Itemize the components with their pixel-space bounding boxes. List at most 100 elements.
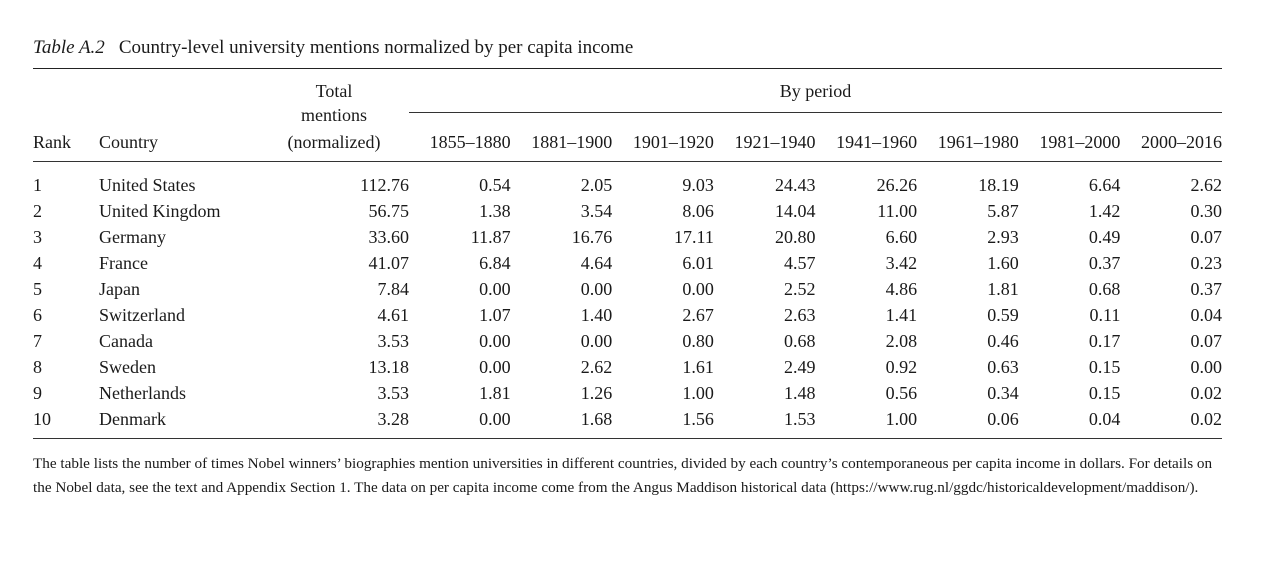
table-figure: Table A.2 Country-level university mentio… <box>33 36 1222 500</box>
header-rank: Rank <box>33 127 99 162</box>
country-cell: Netherlands <box>99 383 186 403</box>
period-cell: 0.56 <box>885 383 918 403</box>
table-row: 5 Japan 7.84 0.00 0.00 0.00 2.52 4.86 1.… <box>33 276 1222 302</box>
period-cell: 1.38 <box>479 201 511 221</box>
country-cell: Denmark <box>99 406 259 439</box>
period-cell: 1.53 <box>713 406 816 439</box>
table-title: Country-level university mentions normal… <box>118 37 634 58</box>
period-cell: 0.54 <box>479 175 511 195</box>
period-cell: 0.00 <box>479 331 511 351</box>
table-row: 3 Germany 33.60 11.87 16.76 17.11 20.80 … <box>33 224 1222 250</box>
total-cell: 41.07 <box>368 253 410 273</box>
table-row: 10 Denmark 3.28 0.00 1.68 1.56 1.53 1.00… <box>33 406 1222 439</box>
rank-cell: 4 <box>33 253 42 273</box>
period-cell: 0.92 <box>885 357 918 377</box>
header-period: 1921–1940 <box>713 127 816 162</box>
total-cell: 3.53 <box>377 383 410 403</box>
period-cell: 0.80 <box>682 331 714 351</box>
period-cell: 1.42 <box>1088 201 1121 221</box>
period-cell: 0.46 <box>987 331 1019 351</box>
header-period: 1881–1900 <box>510 127 613 162</box>
period-cell: 3.54 <box>580 201 613 221</box>
total-cell: 33.60 <box>368 227 410 247</box>
period-cell: 1.26 <box>580 383 613 403</box>
period-cell: 1.00 <box>682 383 714 403</box>
country-cell: Sweden <box>99 357 156 377</box>
header-period: 1901–1920 <box>612 127 714 162</box>
period-cell: 0.00 <box>580 279 613 299</box>
period-cell: 2.62 <box>1190 175 1223 195</box>
period-cell: 0.00 <box>1190 357 1223 377</box>
country-cell: United States <box>99 175 196 195</box>
period-cell: 0.23 <box>1190 253 1223 273</box>
period-cell: 0.00 <box>479 357 511 377</box>
rank-cell: 1 <box>33 175 42 195</box>
table-row: 1 United States 112.76 0.54 2.05 9.03 24… <box>33 162 1222 199</box>
rank-cell: 2 <box>33 201 42 221</box>
period-cell: 0.00 <box>479 279 511 299</box>
period-cell: 14.04 <box>775 201 816 221</box>
period-cell: 8.06 <box>682 201 714 221</box>
header-period: 1941–1960 <box>815 127 918 162</box>
country-cell: France <box>99 253 148 273</box>
rank-cell: 8 <box>33 357 42 377</box>
table-row: 9 Netherlands 3.53 1.81 1.26 1.00 1.48 0… <box>33 380 1222 406</box>
table-row: 2 United Kingdom 56.75 1.38 3.54 8.06 14… <box>33 198 1222 224</box>
table-body: 1 United States 112.76 0.54 2.05 9.03 24… <box>33 162 1222 439</box>
period-cell: 1.48 <box>784 383 816 403</box>
period-cell: 9.03 <box>682 175 714 195</box>
total-cell: 3.28 <box>259 406 409 439</box>
period-cell: 1.40 <box>580 305 613 325</box>
country-cell: Japan <box>99 279 140 299</box>
period-cell: 1.41 <box>885 305 918 325</box>
period-cell: 2.49 <box>784 357 816 377</box>
period-cell: 2.62 <box>580 357 613 377</box>
period-cell: 4.86 <box>885 279 918 299</box>
period-cell: 20.80 <box>775 227 816 247</box>
period-cell: 0.00 <box>682 279 714 299</box>
total-cell: 4.61 <box>377 305 410 325</box>
table-row: 6 Switzerland 4.61 1.07 1.40 2.67 2.63 1… <box>33 302 1222 328</box>
header-total-line2: mentions <box>301 105 367 125</box>
header-by-period: By period <box>409 69 1222 127</box>
rank-cell: 9 <box>33 383 42 403</box>
period-cell: 2.93 <box>987 227 1019 247</box>
period-cell: 6.60 <box>885 227 918 247</box>
table-row: 8 Sweden 13.18 0.00 2.62 1.61 2.49 0.92 … <box>33 354 1222 380</box>
period-cell: 18.19 <box>978 175 1019 195</box>
top-rule <box>33 68 1222 69</box>
period-cell: 0.34 <box>987 383 1019 403</box>
country-cell: Germany <box>99 227 166 247</box>
period-cell: 0.17 <box>1088 331 1121 351</box>
country-cell: United Kingdom <box>99 201 221 221</box>
period-cell: 0.30 <box>1190 201 1223 221</box>
period-cell: 1.60 <box>987 253 1019 273</box>
period-cell: 2.08 <box>885 331 918 351</box>
table-caption: Table A.2 Country-level university mentio… <box>33 36 1222 60</box>
period-cell: 6.84 <box>479 253 511 273</box>
header-period: 1981–2000 <box>1018 127 1121 162</box>
period-cell: 0.49 <box>1088 227 1121 247</box>
period-cell: 1.81 <box>987 279 1019 299</box>
header-period: 1855–1880 <box>409 127 511 162</box>
period-cell: 0.00 <box>580 331 613 351</box>
total-cell: 7.84 <box>377 279 410 299</box>
period-cell: 0.15 <box>1088 383 1121 403</box>
rank-cell: 5 <box>33 279 42 299</box>
rank-cell: 3 <box>33 227 42 247</box>
period-cell: 0.37 <box>1088 253 1121 273</box>
by-period-rule <box>409 103 1222 113</box>
header-period: 1961–1980 <box>917 127 1019 162</box>
rank-cell: 7 <box>33 331 42 351</box>
period-cell: 0.00 <box>409 406 511 439</box>
period-cell: 0.68 <box>784 331 816 351</box>
period-cell: 1.61 <box>682 357 714 377</box>
table-row: 4 France 41.07 6.84 4.64 6.01 4.57 3.42 … <box>33 250 1222 276</box>
period-cell: 0.63 <box>987 357 1019 377</box>
period-cell: 17.11 <box>674 227 714 247</box>
period-cell: 0.06 <box>917 406 1019 439</box>
period-cell: 4.64 <box>580 253 613 273</box>
period-cell: 2.52 <box>784 279 816 299</box>
period-cell: 0.07 <box>1190 331 1223 351</box>
period-cell: 2.63 <box>784 305 816 325</box>
